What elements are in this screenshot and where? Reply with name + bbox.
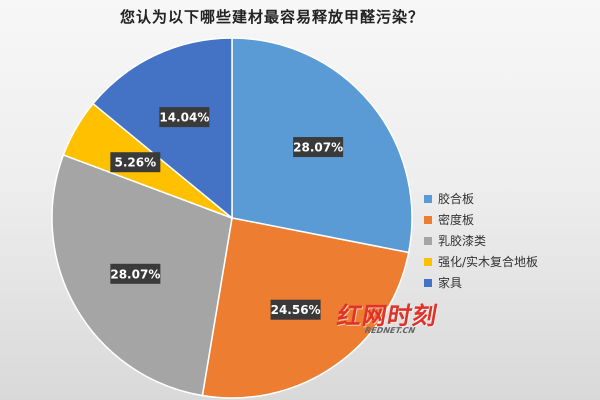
legend-label: 密度板 — [438, 213, 475, 227]
chart-legend: 胶合板密度板乳胶漆类强化/实木复合地板 家具 — [424, 188, 538, 293]
data-label-text: 24.56% — [271, 303, 321, 317]
data-label: 28.07% — [110, 263, 161, 284]
data-label-box — [293, 137, 344, 158]
legend-label: 乳胶漆类 — [438, 234, 487, 248]
legend-label: 强化/实木复合地板 — [438, 255, 539, 269]
legend-item: 乳胶漆类 — [424, 230, 538, 251]
data-label-box — [110, 152, 161, 173]
data-label-text: 28.07% — [293, 141, 343, 155]
legend-item: 密度板 — [424, 209, 538, 230]
chart-title: 您认为以下哪些建材最容易释放甲醛污染？ — [120, 8, 425, 26]
legend-label: 胶合板 — [438, 192, 475, 206]
legend-swatch — [424, 257, 432, 266]
legend-swatch — [424, 194, 432, 203]
data-label-text: 28.07% — [110, 267, 160, 281]
legend-label: 家具 — [438, 276, 463, 290]
legend-item: 胶合板 — [424, 188, 538, 209]
pie-slice — [91, 37, 233, 220]
data-label-box — [110, 263, 161, 284]
data-label: 14.04% — [159, 107, 210, 128]
data-label: 24.56% — [270, 299, 321, 320]
data-label-text: 14.04% — [159, 111, 209, 125]
watermark-logo: 红网时刻 REDNET.CN — [335, 296, 441, 335]
legend-swatch — [424, 278, 432, 287]
legend-item: 家具 — [424, 272, 538, 293]
legend-swatch — [424, 236, 432, 245]
watermark-domain: REDNET.CN — [364, 326, 416, 335]
data-label: 5.26% — [110, 152, 161, 173]
data-label: 28.07% — [293, 137, 344, 158]
legend-item: 强化/实木复合地板 — [424, 251, 538, 272]
data-label-box — [159, 107, 210, 128]
data-label-text: 5.26% — [115, 156, 157, 170]
data-label-box — [270, 299, 321, 320]
legend-swatch — [424, 215, 432, 224]
